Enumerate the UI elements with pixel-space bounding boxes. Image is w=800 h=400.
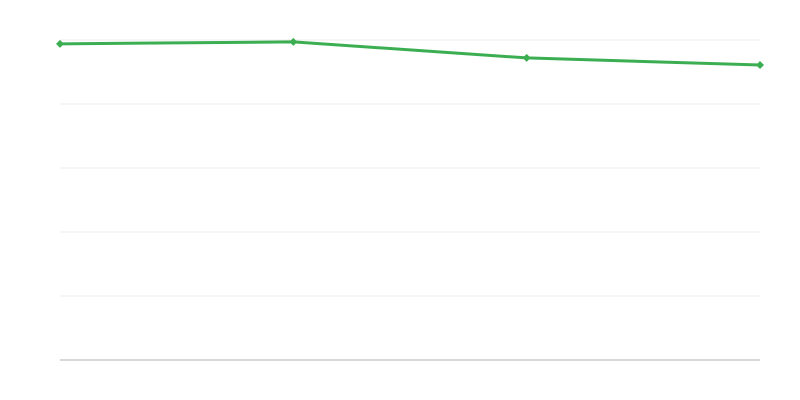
point — [756, 60, 764, 69]
point — [56, 39, 64, 48]
point — [522, 53, 531, 62]
line — [59, 40, 761, 67]
point — [289, 37, 298, 46]
